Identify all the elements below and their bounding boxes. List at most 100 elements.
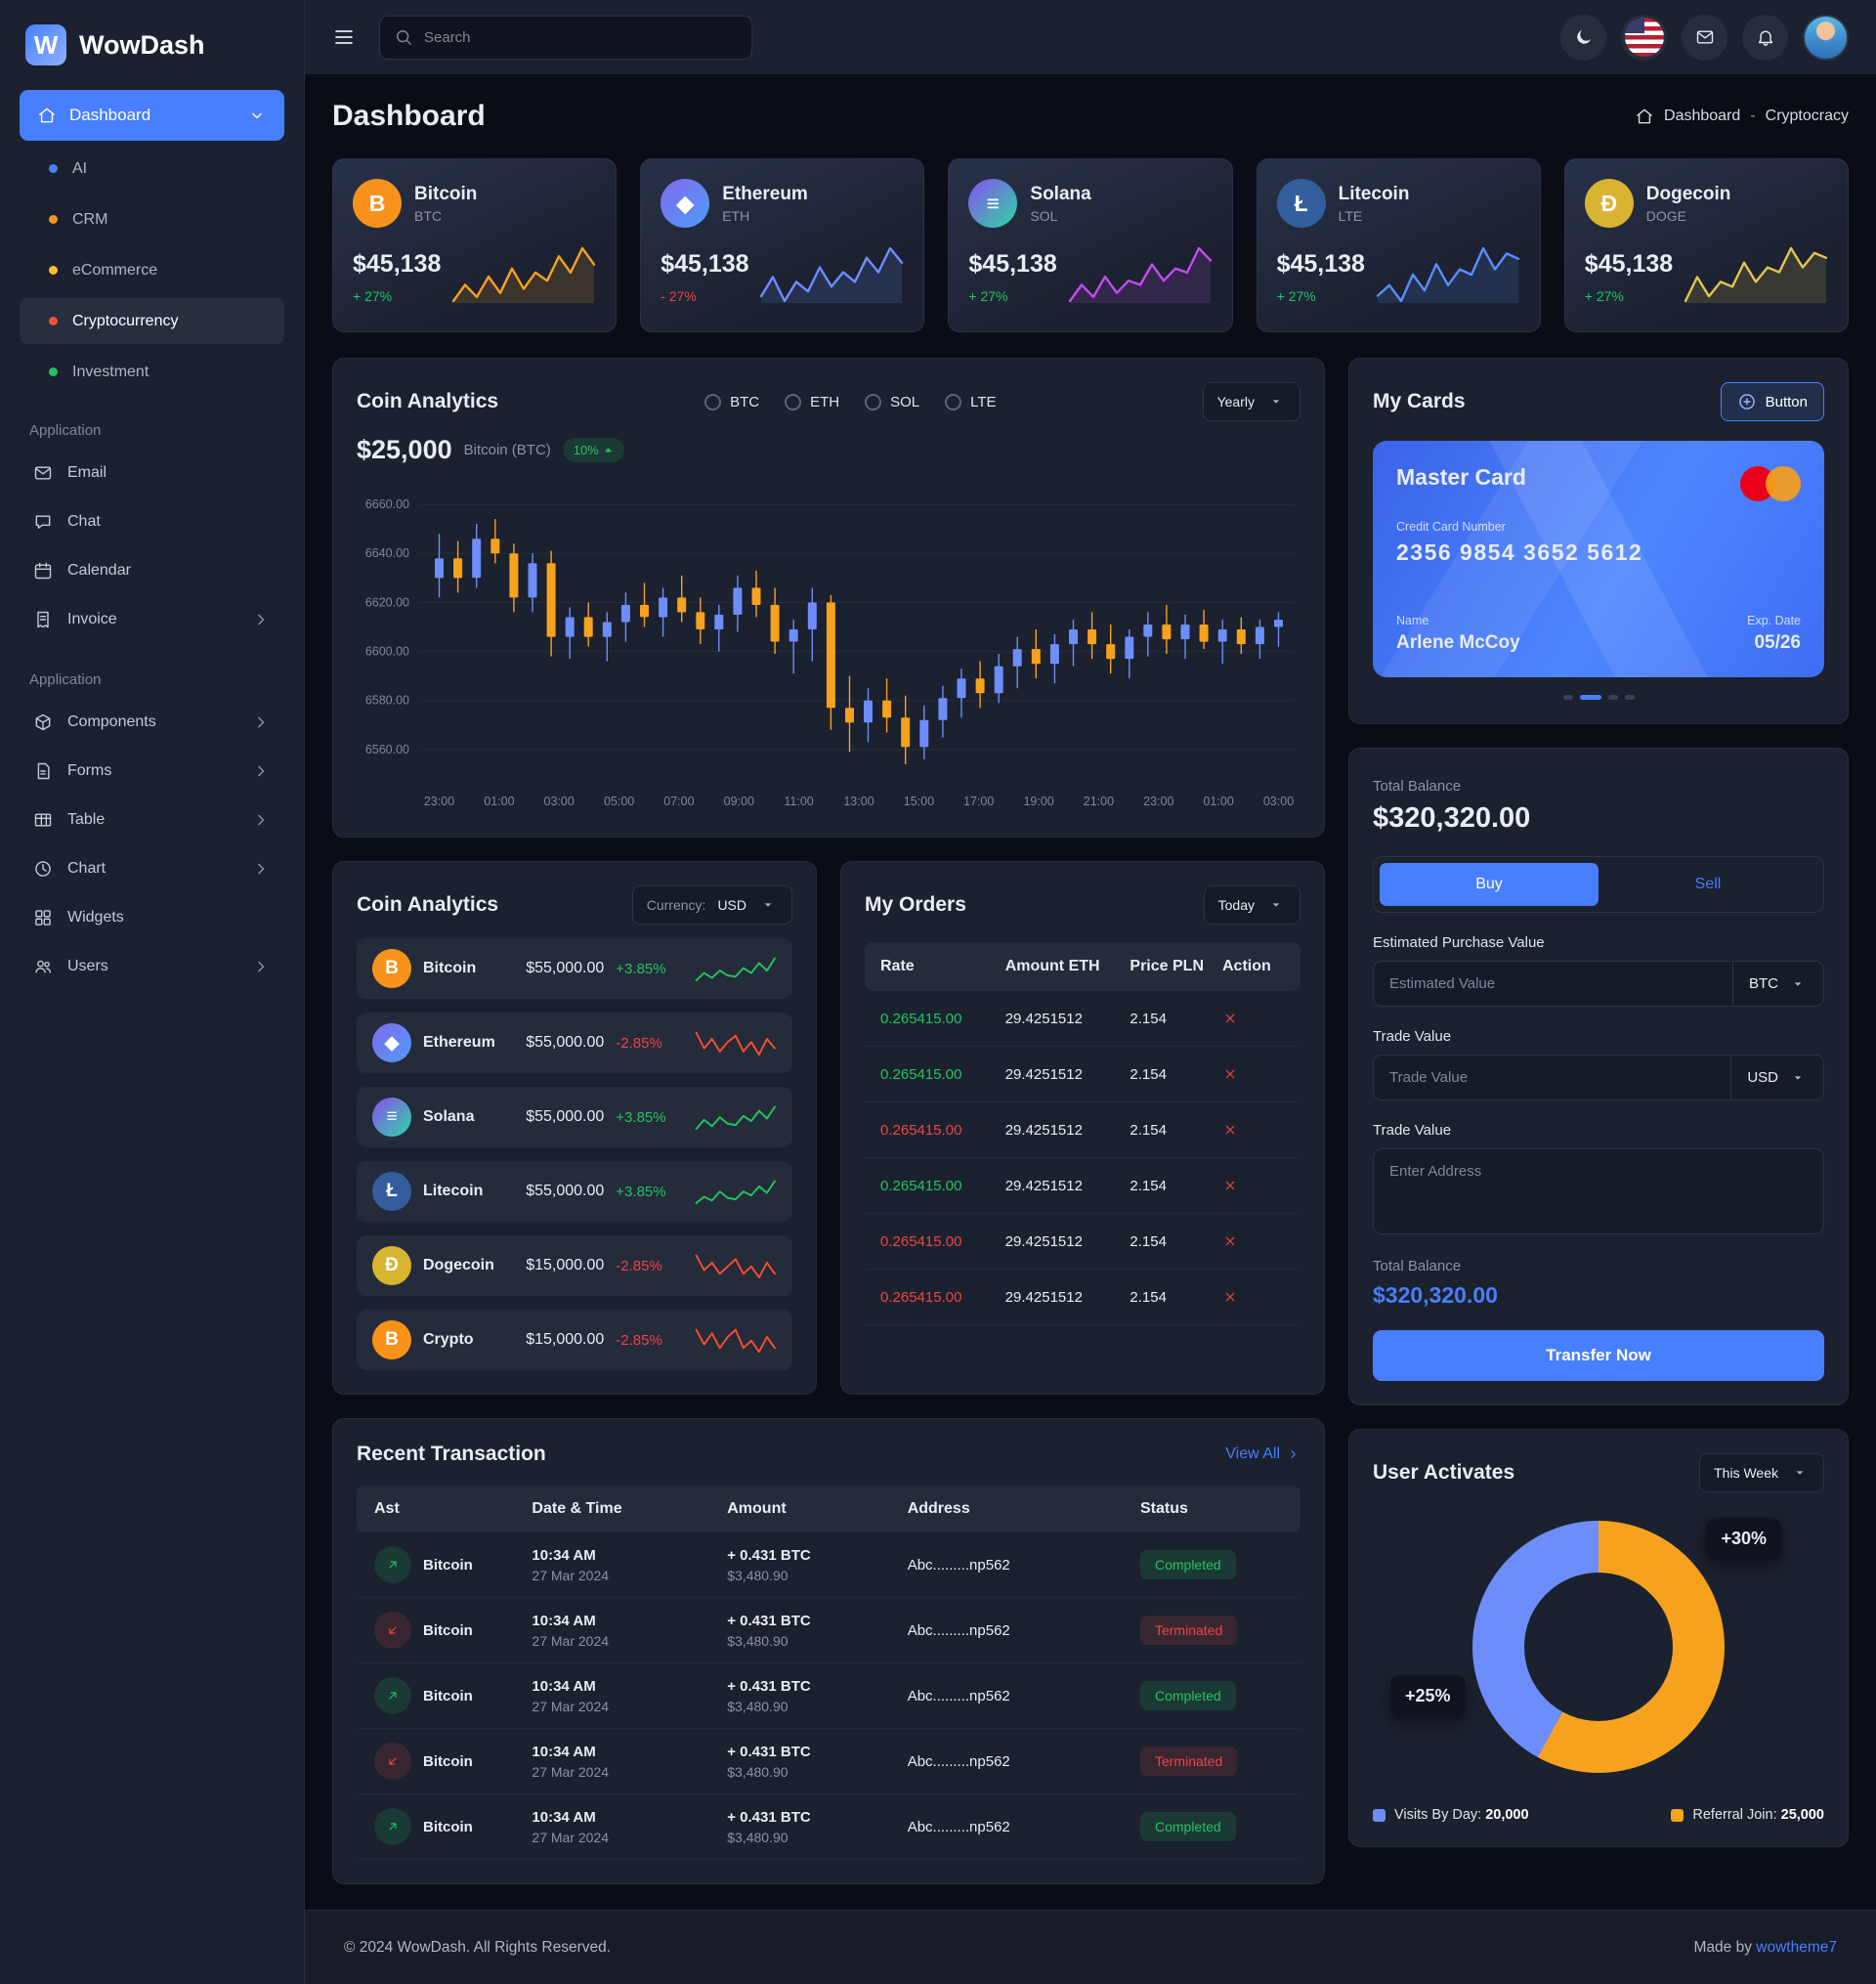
card-pagination-dots[interactable] bbox=[1373, 695, 1824, 700]
avatar[interactable] bbox=[1803, 14, 1849, 61]
search-input[interactable] bbox=[424, 28, 738, 46]
user-activates-panel: User Activates This Week +30% +25% Visit… bbox=[1348, 1429, 1849, 1847]
sparkline-chart bbox=[1376, 246, 1519, 303]
crypto-card-ethereum[interactable]: ◆ Ethereum ETH $45,138 - 27% bbox=[640, 158, 925, 332]
tx-date: 27 Mar 2024 bbox=[532, 1632, 610, 1649]
brand[interactable]: W WowDash bbox=[0, 0, 304, 90]
total-balance-value2: $320,320.00 bbox=[1373, 1282, 1498, 1308]
sidebar-item-components[interactable]: Components bbox=[20, 698, 284, 747]
sidebar-subitem-ecommerce[interactable]: eCommerce bbox=[20, 247, 284, 293]
coin-row-crypto[interactable]: B Crypto $15,000.00 -2.85% bbox=[357, 1310, 792, 1370]
trade-value-input[interactable] bbox=[1374, 1056, 1731, 1100]
radio-sol[interactable]: SOL bbox=[865, 393, 919, 410]
orders-range-select[interactable]: Today bbox=[1203, 885, 1300, 925]
delete-order-icon[interactable] bbox=[1222, 1233, 1238, 1249]
view-all-link[interactable]: View All bbox=[1225, 1445, 1300, 1464]
wowdash-logo-icon: W bbox=[25, 24, 66, 65]
radio-btc[interactable]: BTC bbox=[704, 393, 759, 410]
sparkline-chart bbox=[696, 1031, 777, 1057]
coin-name: Solana bbox=[1030, 183, 1091, 204]
currency-select[interactable]: Currency: USD bbox=[631, 885, 792, 925]
crypto-cards-row: B Bitcoin BTC $45,138 + 27% ◆ Ethereum ETH $45,1… bbox=[332, 158, 1849, 332]
estimated-currency-select[interactable]: BTC bbox=[1732, 962, 1823, 1006]
sidebar-subitem-ai[interactable]: AI bbox=[20, 146, 284, 192]
crypto-card-bitcoin[interactable]: B Bitcoin BTC $45,138 + 27% bbox=[332, 158, 618, 332]
tx-asset: Bitcoin bbox=[423, 1687, 473, 1704]
radio-lte[interactable]: LTE bbox=[945, 393, 997, 410]
activates-range-select[interactable]: This Week bbox=[1699, 1453, 1824, 1492]
messages-button[interactable] bbox=[1682, 14, 1727, 61]
sidebar-item-widgets[interactable]: Widgets bbox=[20, 893, 284, 942]
estimated-value-input[interactable] bbox=[1374, 962, 1732, 1006]
col-status: Status bbox=[1139, 1500, 1188, 1517]
sidebar-item-invoice[interactable]: Invoice bbox=[20, 595, 284, 644]
delete-order-icon[interactable] bbox=[1222, 1122, 1238, 1138]
tab-sell[interactable]: Sell bbox=[1694, 876, 1722, 892]
ethereum-coin-icon: ◆ bbox=[372, 1023, 411, 1062]
delete-order-icon[interactable] bbox=[1222, 1178, 1238, 1193]
sidebar-item-forms[interactable]: Forms bbox=[20, 747, 284, 796]
coin-row-bitcoin[interactable]: B Bitcoin $55,000.00 +3.85% bbox=[357, 938, 792, 999]
tx-asset: Bitcoin bbox=[423, 1621, 473, 1639]
page-head: Dashboard Dashboard - Cryptocracy bbox=[332, 100, 1849, 133]
sidebar-subitem-investment[interactable]: Investment bbox=[20, 349, 284, 395]
coin-row-solana[interactable]: ≡ Solana $55,000.00 +3.85% bbox=[357, 1087, 792, 1147]
topbar bbox=[305, 0, 1876, 74]
delete-order-icon[interactable] bbox=[1222, 1066, 1238, 1082]
radio-eth[interactable]: ETH bbox=[785, 393, 839, 410]
legend-label: Referral Join: 25,000 bbox=[1692, 1807, 1824, 1823]
order-row: 0.265415.00 29.4251512 2.154 bbox=[865, 991, 1300, 1047]
col-amount: Amount ETH bbox=[1004, 958, 1100, 974]
sidebar-item-users[interactable]: Users bbox=[20, 942, 284, 991]
svg-text:6660.00: 6660.00 bbox=[365, 497, 409, 511]
chevron-right-icon bbox=[251, 761, 271, 781]
address-textarea[interactable] bbox=[1373, 1148, 1824, 1234]
coin-price: $45,138 bbox=[661, 250, 749, 278]
ethereum-coin-icon: ◆ bbox=[661, 179, 710, 228]
language-button[interactable] bbox=[1621, 14, 1667, 61]
chevron-right-icon bbox=[251, 610, 271, 629]
delete-order-icon[interactable] bbox=[1222, 1011, 1238, 1026]
crypto-card-solana[interactable]: ≡ Solana SOL $45,138 + 27% bbox=[948, 158, 1233, 332]
add-card-button[interactable]: Button bbox=[1720, 382, 1824, 421]
bullet-icon bbox=[49, 215, 58, 224]
sidebar-item-calendar[interactable]: Calendar bbox=[20, 546, 284, 595]
sidebar-item-table[interactable]: Table bbox=[20, 796, 284, 844]
sidebar-item-label: Calendar bbox=[67, 562, 131, 579]
coin-name: Ethereum bbox=[423, 1034, 495, 1051]
sidebar-subitem-label: AI bbox=[72, 159, 88, 177]
made-by-link[interactable]: wowtheme7 bbox=[1756, 1938, 1837, 1956]
coin-name: Bitcoin bbox=[414, 183, 478, 204]
breadcrumb-root[interactable]: Dashboard bbox=[1664, 108, 1741, 124]
sidebar-item-email[interactable]: Email bbox=[20, 449, 284, 497]
sidebar-item-chat[interactable]: Chat bbox=[20, 497, 284, 546]
donut-wrap: +30% +25% bbox=[1373, 1492, 1824, 1801]
tab-buy[interactable]: Buy bbox=[1380, 863, 1599, 906]
chevron-right-icon bbox=[251, 957, 271, 976]
coin-row-ethereum[interactable]: ◆ Ethereum $55,000.00 -2.85% bbox=[357, 1013, 792, 1073]
delete-order-icon[interactable] bbox=[1222, 1289, 1238, 1305]
coin-row-dogecoin[interactable]: Ð Dogecoin $15,000.00 -2.85% bbox=[357, 1235, 792, 1296]
sidebar-subitem-crm[interactable]: CRM bbox=[20, 196, 284, 242]
chevron-down-icon bbox=[1788, 974, 1808, 994]
dark-mode-button[interactable] bbox=[1560, 14, 1606, 61]
crypto-card-litecoin[interactable]: Ł Litecoin LTE $45,138 + 27% bbox=[1256, 158, 1541, 332]
hamburger-menu-icon[interactable] bbox=[332, 25, 356, 49]
status-badge: Terminated bbox=[1139, 1747, 1238, 1776]
crypto-card-dogecoin[interactable]: Ð Dogecoin DOGE $45,138 + 27% bbox=[1563, 158, 1849, 332]
tx-asset: Bitcoin bbox=[423, 1752, 473, 1770]
coin-name: Dogecoin bbox=[1645, 183, 1731, 204]
sidebar-item-label: Forms bbox=[67, 762, 112, 779]
chart-range-select[interactable]: Yearly bbox=[1202, 382, 1300, 421]
coin-row-litecoin[interactable]: Ł Litecoin $55,000.00 +3.85% bbox=[357, 1161, 792, 1222]
sidebar-item-chart[interactable]: Chart bbox=[20, 844, 284, 893]
svg-text:01:00: 01:00 bbox=[1203, 795, 1233, 808]
notifications-button[interactable] bbox=[1742, 14, 1788, 61]
trade-currency-select[interactable]: USD bbox=[1730, 1056, 1823, 1100]
transactions-table-header: Ast Date & Time Amount Address Status bbox=[357, 1486, 1300, 1532]
chevron-down-icon bbox=[758, 895, 778, 915]
sidebar-item-dashboard[interactable]: Dashboard bbox=[20, 90, 284, 141]
sidebar-subitem-cryptocurrency[interactable]: Cryptocurrency bbox=[20, 298, 284, 344]
transfer-now-button[interactable]: Transfer Now bbox=[1373, 1330, 1824, 1381]
